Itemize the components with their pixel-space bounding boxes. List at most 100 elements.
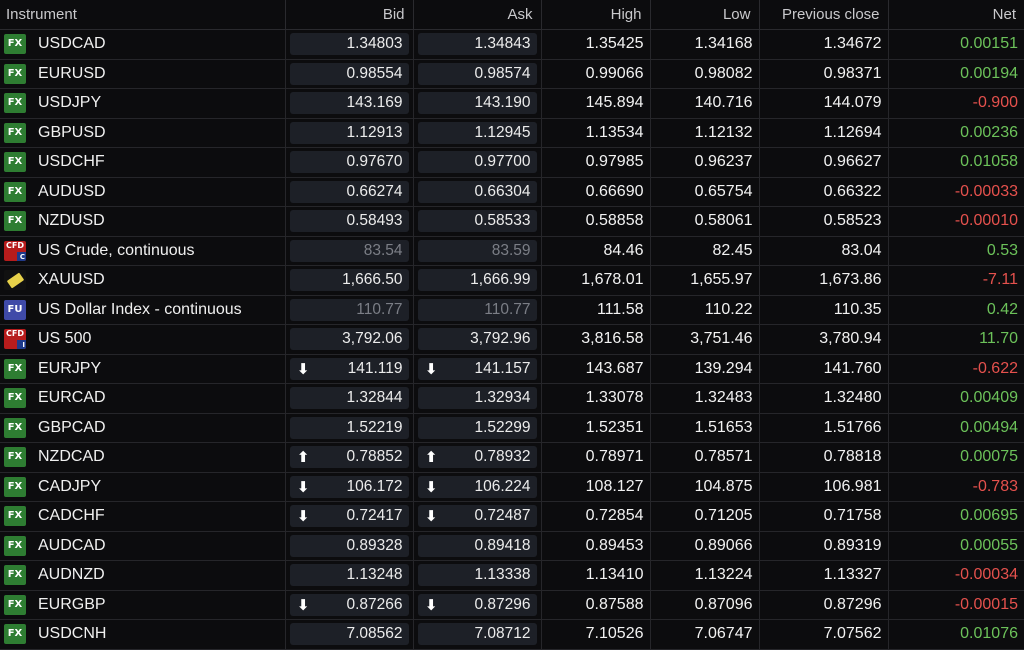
table-row[interactable]: CFD I US 500 3,792.06 3,792.96 3,816.58 3,751.… — [0, 324, 1024, 355]
bid-button[interactable]: ⬇ 0.72417 — [289, 505, 409, 528]
table-row[interactable]: FX CADCHF ⬇ 0.72417 ⬇ 0.72487 0.72854 0.71205 0.… — [0, 501, 1024, 532]
ask-cell[interactable]: ⬇ 141.157 — [413, 354, 542, 384]
bid-cell[interactable]: 1,666.50 — [285, 265, 414, 296]
table-row[interactable]: FX AUDNZD 1.13248 1.13338 1.13410 1.13224 1.13… — [0, 560, 1024, 591]
instrument-cell[interactable]: FX AUDCAD — [0, 531, 286, 561]
table-row[interactable]: FX USDCHF 0.97670 0.97700 0.97985 0.96237 0.96… — [0, 147, 1024, 178]
instrument-cell[interactable]: CFD C US Crude, continuous — [0, 236, 286, 266]
instrument-cell[interactable]: FX GBPUSD — [0, 118, 286, 148]
table-row[interactable]: FX AUDCAD 0.89328 0.89418 0.89453 0.89066 0.89… — [0, 531, 1024, 561]
ask-button[interactable]: 0.89418 — [417, 534, 537, 557]
table-row[interactable]: FX EURUSD 0.98554 0.98574 0.99066 0.98082 0.98… — [0, 59, 1024, 89]
instrument-cell[interactable]: FX USDCNH — [0, 619, 286, 650]
ask-cell[interactable]: 143.190 — [413, 88, 542, 119]
column-header-high[interactable]: High — [541, 0, 651, 30]
ask-button[interactable]: 0.98574 — [417, 62, 537, 85]
bid-cell[interactable]: 110.77 — [285, 295, 414, 325]
column-header-previous-close[interactable]: Previous close — [759, 0, 889, 30]
instrument-cell[interactable]: FX USDCHF — [0, 147, 286, 178]
instrument-cell[interactable]: FX CADJPY — [0, 472, 286, 502]
table-row[interactable]: FX CADJPY ⬇ 106.172 ⬇ 106.224 108.127 104.875 10… — [0, 472, 1024, 502]
bid-cell[interactable]: 7.08562 — [285, 619, 414, 650]
instrument-cell[interactable]: FX AUDNZD — [0, 560, 286, 591]
instrument-cell[interactable]: FX EURCAD — [0, 383, 286, 414]
instrument-cell[interactable]: CFD I US 500 — [0, 324, 286, 355]
column-header-net[interactable]: Net — [888, 0, 1024, 30]
bid-button[interactable]: 0.66274 — [289, 180, 409, 203]
bid-cell[interactable]: 3,792.06 — [285, 324, 414, 355]
instrument-cell[interactable]: FX EURJPY — [0, 354, 286, 384]
ask-cell[interactable]: 1.34843 — [413, 29, 542, 60]
instrument-cell[interactable]: FX AUDUSD — [0, 177, 286, 207]
instrument-cell[interactable]: FX CADCHF — [0, 501, 286, 532]
ask-button[interactable]: 1.12945 — [417, 121, 537, 144]
table-row[interactable]: FU US Dollar Index - continuous 110.77 110.… — [0, 295, 1024, 325]
bid-button[interactable]: 0.97670 — [289, 151, 409, 174]
ask-button[interactable]: 143.190 — [417, 92, 537, 115]
column-header-bid[interactable]: Bid — [285, 0, 414, 30]
table-row[interactable]: FX AUDUSD 0.66274 0.66304 0.66690 0.65754 0.66… — [0, 177, 1024, 207]
ask-cell[interactable]: 0.97700 — [413, 147, 542, 178]
bid-cell[interactable]: 0.89328 — [285, 531, 414, 561]
ask-cell[interactable]: 0.98574 — [413, 59, 542, 89]
bid-cell[interactable]: ⬇ 106.172 — [285, 472, 414, 502]
table-row[interactable]: XAUUSD 1,666.50 1,666.99 1,678.01 1,655.97 1,… — [0, 265, 1024, 296]
table-row[interactable]: FX NZDUSD 0.58493 0.58533 0.58858 0.58061 0.58… — [0, 206, 1024, 237]
bid-button[interactable]: 0.58493 — [289, 210, 409, 233]
bid-button[interactable]: 83.54 — [289, 239, 409, 262]
ask-button[interactable]: 1.32934 — [417, 387, 537, 410]
bid-cell[interactable]: ⬆ 0.78852 — [285, 442, 414, 473]
ask-cell[interactable]: ⬇ 106.224 — [413, 472, 542, 502]
ask-button[interactable]: 110.77 — [417, 298, 537, 321]
bid-cell[interactable]: ⬇ 0.72417 — [285, 501, 414, 532]
bid-cell[interactable]: 1.12913 — [285, 118, 414, 148]
bid-cell[interactable]: 0.66274 — [285, 177, 414, 207]
table-row[interactable]: FX EURJPY ⬇ 141.119 ⬇ 141.157 143.687 139.294 14… — [0, 354, 1024, 384]
bid-button[interactable]: 1.13248 — [289, 564, 409, 587]
instrument-cell[interactable]: FU US Dollar Index - continuous — [0, 295, 286, 325]
table-row[interactable]: FX NZDCAD ⬆ 0.78852 ⬆ 0.78932 0.78971 0.78571 0.… — [0, 442, 1024, 473]
bid-button[interactable]: 7.08562 — [289, 623, 409, 646]
bid-cell[interactable]: 0.58493 — [285, 206, 414, 237]
instrument-cell[interactable]: FX USDCAD — [0, 29, 286, 60]
ask-cell[interactable]: 83.59 — [413, 236, 542, 266]
column-header-instrument[interactable]: Instrument — [0, 0, 286, 30]
bid-cell[interactable]: 1.34803 — [285, 29, 414, 60]
instrument-cell[interactable]: XAUUSD — [0, 265, 286, 296]
ask-button[interactable]: 0.58533 — [417, 210, 537, 233]
bid-button[interactable]: 1.52219 — [289, 416, 409, 439]
ask-cell[interactable]: 1.52299 — [413, 413, 542, 443]
bid-cell[interactable]: 143.169 — [285, 88, 414, 119]
bid-button[interactable]: 1.32844 — [289, 387, 409, 410]
ask-cell[interactable]: 3,792.96 — [413, 324, 542, 355]
ask-cell[interactable]: 0.58533 — [413, 206, 542, 237]
ask-cell[interactable]: 110.77 — [413, 295, 542, 325]
table-row[interactable]: FX EURCAD 1.32844 1.32934 1.33078 1.32483 1.32… — [0, 383, 1024, 414]
ask-button[interactable]: ⬇ 0.87296 — [417, 593, 537, 616]
bid-cell[interactable]: ⬇ 141.119 — [285, 354, 414, 384]
bid-button[interactable]: 3,792.06 — [289, 328, 409, 351]
bid-button[interactable]: 1.34803 — [289, 33, 409, 56]
ask-cell[interactable]: 0.66304 — [413, 177, 542, 207]
ask-cell[interactable]: ⬇ 0.72487 — [413, 501, 542, 532]
bid-cell[interactable]: 1.32844 — [285, 383, 414, 414]
bid-cell[interactable]: 1.13248 — [285, 560, 414, 591]
ask-cell[interactable]: 1,666.99 — [413, 265, 542, 296]
bid-button[interactable]: 0.89328 — [289, 534, 409, 557]
table-row[interactable]: FX EURGBP ⬇ 0.87266 ⬇ 0.87296 0.87588 0.87096 0.… — [0, 590, 1024, 620]
table-row[interactable]: FX USDCNH 7.08562 7.08712 7.10526 7.06747 7.07… — [0, 619, 1024, 650]
bid-cell[interactable]: 1.52219 — [285, 413, 414, 443]
ask-button[interactable]: ⬇ 141.157 — [417, 357, 537, 380]
bid-button[interactable]: ⬆ 0.78852 — [289, 446, 409, 469]
table-row[interactable]: CFD C US Crude, continuous 83.54 83.59 84.46 8… — [0, 236, 1024, 266]
ask-cell[interactable]: ⬇ 0.87296 — [413, 590, 542, 620]
instrument-cell[interactable]: FX USDJPY — [0, 88, 286, 119]
ask-button[interactable]: 83.59 — [417, 239, 537, 262]
ask-cell[interactable]: 7.08712 — [413, 619, 542, 650]
ask-button[interactable]: 1,666.99 — [417, 269, 537, 292]
table-row[interactable]: FX GBPUSD 1.12913 1.12945 1.13534 1.12132 1.12… — [0, 118, 1024, 148]
instrument-cell[interactable]: FX EURGBP — [0, 590, 286, 620]
ask-button[interactable]: ⬇ 0.72487 — [417, 505, 537, 528]
ask-cell[interactable]: 1.13338 — [413, 560, 542, 591]
ask-button[interactable]: 1.34843 — [417, 33, 537, 56]
